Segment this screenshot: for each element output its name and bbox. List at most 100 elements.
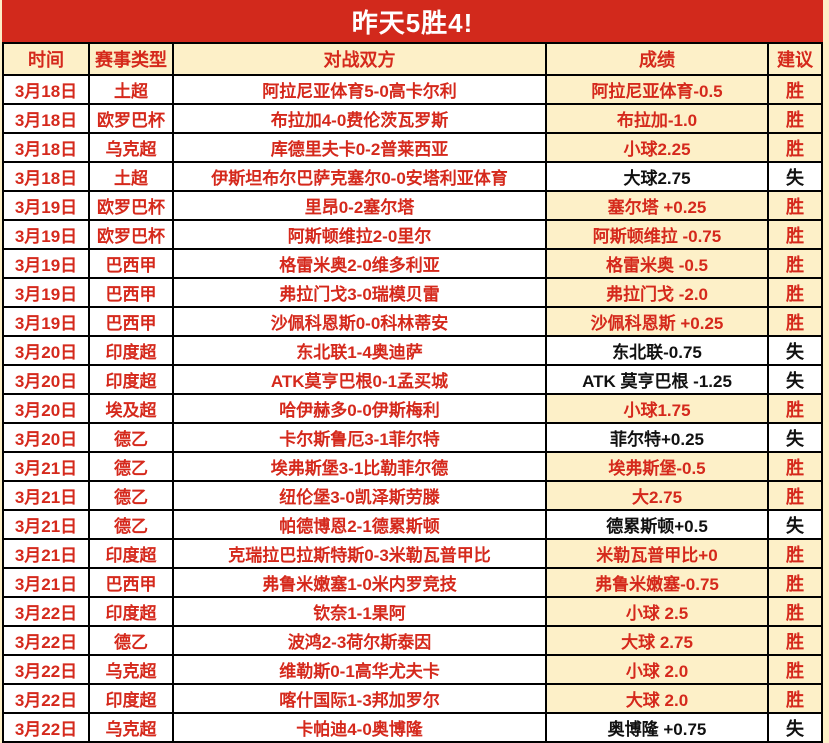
- match-cell: 喀什国际1-3邦加罗尔: [172, 683, 547, 714]
- table-row: 3月21日 巴西甲 弗鲁米嫩塞1-0米内罗竞技 弗鲁米嫩塞-0.75 胜: [2, 567, 823, 598]
- table-row: 3月19日 巴西甲 弗拉门戈3-0瑞模贝雷 弗拉门戈 -2.0 胜: [2, 277, 823, 308]
- verdict-cell: 胜: [767, 190, 823, 221]
- league-cell: 巴西甲: [88, 567, 174, 598]
- date-cell: 3月18日: [2, 103, 90, 134]
- result-cell: 德累斯顿+0.5: [545, 509, 769, 540]
- result-cell: 阿斯顿维拉 -0.75: [545, 219, 769, 250]
- match-cell: 波鸿2-3荷尔斯泰因: [172, 625, 547, 656]
- match-cell: 库德里夫卡0-2普莱西亚: [172, 132, 547, 163]
- result-cell: ATK 莫亨巴根 -1.25: [545, 364, 769, 395]
- table-row: 3月22日 乌克超 维勒斯0-1高华尤夫卡 小球 2.0 胜: [2, 654, 823, 685]
- result-cell: 大球 2.75: [545, 625, 769, 656]
- result-cell: 大球2.75: [545, 161, 769, 192]
- league-cell: 巴西甲: [88, 277, 174, 308]
- date-cell: 3月18日: [2, 161, 90, 192]
- result-cell: 格雷米奥 -0.5: [545, 248, 769, 279]
- date-cell: 3月22日: [2, 625, 90, 656]
- match-cell: 格雷米奥2-0维多利亚: [172, 248, 547, 279]
- match-cell: 布拉加4-0费伦茨瓦罗斯: [172, 103, 547, 134]
- date-cell: 3月21日: [2, 480, 90, 511]
- results-table: 时间 赛事类型 对战双方 成绩 建议 3月18日 土超 阿拉尼亚体育5-0高卡尔利阿…: [2, 42, 823, 743]
- verdict-cell: 胜: [767, 654, 823, 685]
- match-cell: 阿斯顿维拉2-0里尔: [172, 219, 547, 250]
- league-cell: 印度超: [88, 538, 174, 569]
- match-cell: 里昂0-2塞尔塔: [172, 190, 547, 221]
- date-cell: 3月18日: [2, 74, 90, 105]
- result-cell: 大球 2.0: [545, 683, 769, 714]
- league-cell: 土超: [88, 74, 174, 105]
- verdict-cell: 胜: [767, 393, 823, 424]
- table-row: 3月18日 土超 阿拉尼亚体育5-0高卡尔利 阿拉尼亚体育-0.5 胜: [2, 74, 823, 105]
- verdict-cell: 胜: [767, 538, 823, 569]
- table-row: 3月21日 印度超 克瑞拉巴拉斯特斯0-3米勒瓦普甲比 米勒瓦普甲比+0 胜: [2, 538, 823, 569]
- banner: 昨天5胜4!: [2, 0, 823, 42]
- result-cell: 小球 2.5: [545, 596, 769, 627]
- result-cell: 弗拉门戈 -2.0: [545, 277, 769, 308]
- verdict-cell: 失: [767, 364, 823, 395]
- league-cell: 印度超: [88, 683, 174, 714]
- date-cell: 3月21日: [2, 538, 90, 569]
- match-cell: 东北联1-4奥迪萨: [172, 335, 547, 366]
- league-cell: 印度超: [88, 596, 174, 627]
- verdict-cell: 胜: [767, 132, 823, 163]
- table-row: 3月20日 埃及超 哈伊赫多0-0伊斯梅利 小球1.75 胜: [2, 393, 823, 424]
- header-league: 赛事类型: [88, 42, 174, 76]
- league-cell: 德乙: [88, 480, 174, 511]
- date-cell: 3月22日: [2, 654, 90, 685]
- league-cell: 巴西甲: [88, 248, 174, 279]
- header-time: 时间: [2, 42, 90, 76]
- table-row: 3月19日 欧罗巴杯 里昂0-2塞尔塔 塞尔塔 +0.25 胜: [2, 190, 823, 221]
- verdict-cell: 胜: [767, 683, 823, 714]
- result-cell: 小球 2.0: [545, 654, 769, 685]
- result-cell: 阿拉尼亚体育-0.5: [545, 74, 769, 105]
- table-row: 3月22日 德乙 波鸿2-3荷尔斯泰因 大球 2.75 胜: [2, 625, 823, 656]
- match-cell: 沙佩科恩斯0-0科林蒂安: [172, 306, 547, 337]
- date-cell: 3月18日: [2, 132, 90, 163]
- league-cell: 埃及超: [88, 393, 174, 424]
- verdict-cell: 失: [767, 161, 823, 192]
- banner-title: 昨天5胜4!: [351, 7, 474, 38]
- table-row: 3月20日 印度超 东北联1-4奥迪萨 东北联-0.75 失: [2, 335, 823, 366]
- verdict-cell: 胜: [767, 596, 823, 627]
- table-row: 3月20日 德乙 卡尔斯鲁厄3-1菲尔特 菲尔特+0.25 失: [2, 422, 823, 453]
- result-cell: 小球2.25: [545, 132, 769, 163]
- match-cell: 钦奈1-1果阿: [172, 596, 547, 627]
- verdict-cell: 胜: [767, 219, 823, 250]
- league-cell: 德乙: [88, 625, 174, 656]
- match-cell: 埃弗斯堡3-1比勒菲尔德: [172, 451, 547, 482]
- result-cell: 埃弗斯堡-0.5: [545, 451, 769, 482]
- result-cell: 弗鲁米嫩塞-0.75: [545, 567, 769, 598]
- result-cell: 东北联-0.75: [545, 335, 769, 366]
- date-cell: 3月20日: [2, 364, 90, 395]
- header-result: 成绩: [545, 42, 769, 76]
- table-row: 3月18日 欧罗巴杯 布拉加4-0费伦茨瓦罗斯 布拉加-1.0 胜: [2, 103, 823, 134]
- match-cell: 纽伦堡3-0凯泽斯劳滕: [172, 480, 547, 511]
- result-cell: 菲尔特+0.25: [545, 422, 769, 453]
- date-cell: 3月19日: [2, 306, 90, 337]
- league-cell: 乌克超: [88, 654, 174, 685]
- date-cell: 3月19日: [2, 248, 90, 279]
- result-cell: 塞尔塔 +0.25: [545, 190, 769, 221]
- date-cell: 3月22日: [2, 596, 90, 627]
- table-row: 3月20日 印度超 ATK莫亨巴根0-1孟买城 ATK 莫亨巴根 -1.25 失: [2, 364, 823, 395]
- result-cell: 米勒瓦普甲比+0: [545, 538, 769, 569]
- league-cell: 德乙: [88, 422, 174, 453]
- verdict-cell: 胜: [767, 306, 823, 337]
- match-cell: 卡帕迪4-0奥博隆: [172, 712, 547, 743]
- match-cell: 伊斯坦布尔巴萨克塞尔0-0安塔利亚体育: [172, 161, 547, 192]
- league-cell: 印度超: [88, 364, 174, 395]
- verdict-cell: 失: [767, 335, 823, 366]
- result-cell: 沙佩科恩斯 +0.25: [545, 306, 769, 337]
- date-cell: 3月20日: [2, 393, 90, 424]
- table-row: 3月19日 巴西甲 沙佩科恩斯0-0科林蒂安 沙佩科恩斯 +0.25 胜: [2, 306, 823, 337]
- league-cell: 欧罗巴杯: [88, 103, 174, 134]
- table-row: 3月19日 巴西甲 格雷米奥2-0维多利亚 格雷米奥 -0.5 胜: [2, 248, 823, 279]
- table-row: 3月22日 印度超 钦奈1-1果阿 小球 2.5 胜: [2, 596, 823, 627]
- table-row: 3月22日 印度超 喀什国际1-3邦加罗尔 大球 2.0 胜: [2, 683, 823, 714]
- league-cell: 德乙: [88, 451, 174, 482]
- date-cell: 3月21日: [2, 567, 90, 598]
- date-cell: 3月22日: [2, 683, 90, 714]
- verdict-cell: 胜: [767, 480, 823, 511]
- match-cell: 哈伊赫多0-0伊斯梅利: [172, 393, 547, 424]
- verdict-cell: 胜: [767, 567, 823, 598]
